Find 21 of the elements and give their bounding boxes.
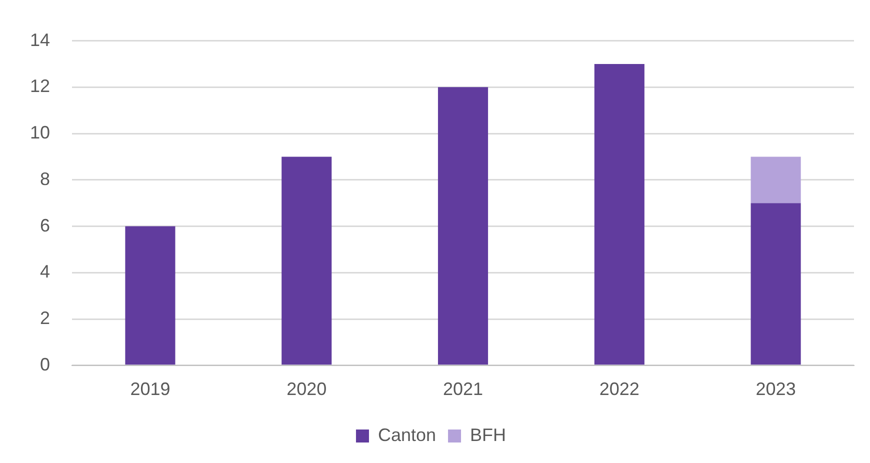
x-tick-label: 2020 xyxy=(286,379,327,400)
x-tick-label: 2022 xyxy=(599,379,640,400)
x-tick-label: 2023 xyxy=(756,379,796,400)
bar xyxy=(750,156,801,204)
x-tick-label: 2021 xyxy=(442,379,484,400)
legend-label: Canton xyxy=(378,424,436,445)
bar xyxy=(594,64,644,365)
legend-label: BFH xyxy=(470,424,506,445)
bar xyxy=(438,87,488,365)
y-tick-label: 8 xyxy=(40,168,50,189)
y-tick-label: 12 xyxy=(30,76,50,96)
x-tick-label: 2019 xyxy=(130,379,170,400)
y-tick-label: 10 xyxy=(30,122,50,143)
y-tick-label: 2 xyxy=(40,308,50,328)
y-tick-label: 6 xyxy=(40,215,50,236)
y-tick-label: 0 xyxy=(40,354,50,374)
y-tick-label: 4 xyxy=(40,262,50,282)
y-tick-label: 14 xyxy=(30,30,50,50)
bar xyxy=(125,226,176,365)
bar xyxy=(750,203,801,365)
bar xyxy=(282,156,332,365)
